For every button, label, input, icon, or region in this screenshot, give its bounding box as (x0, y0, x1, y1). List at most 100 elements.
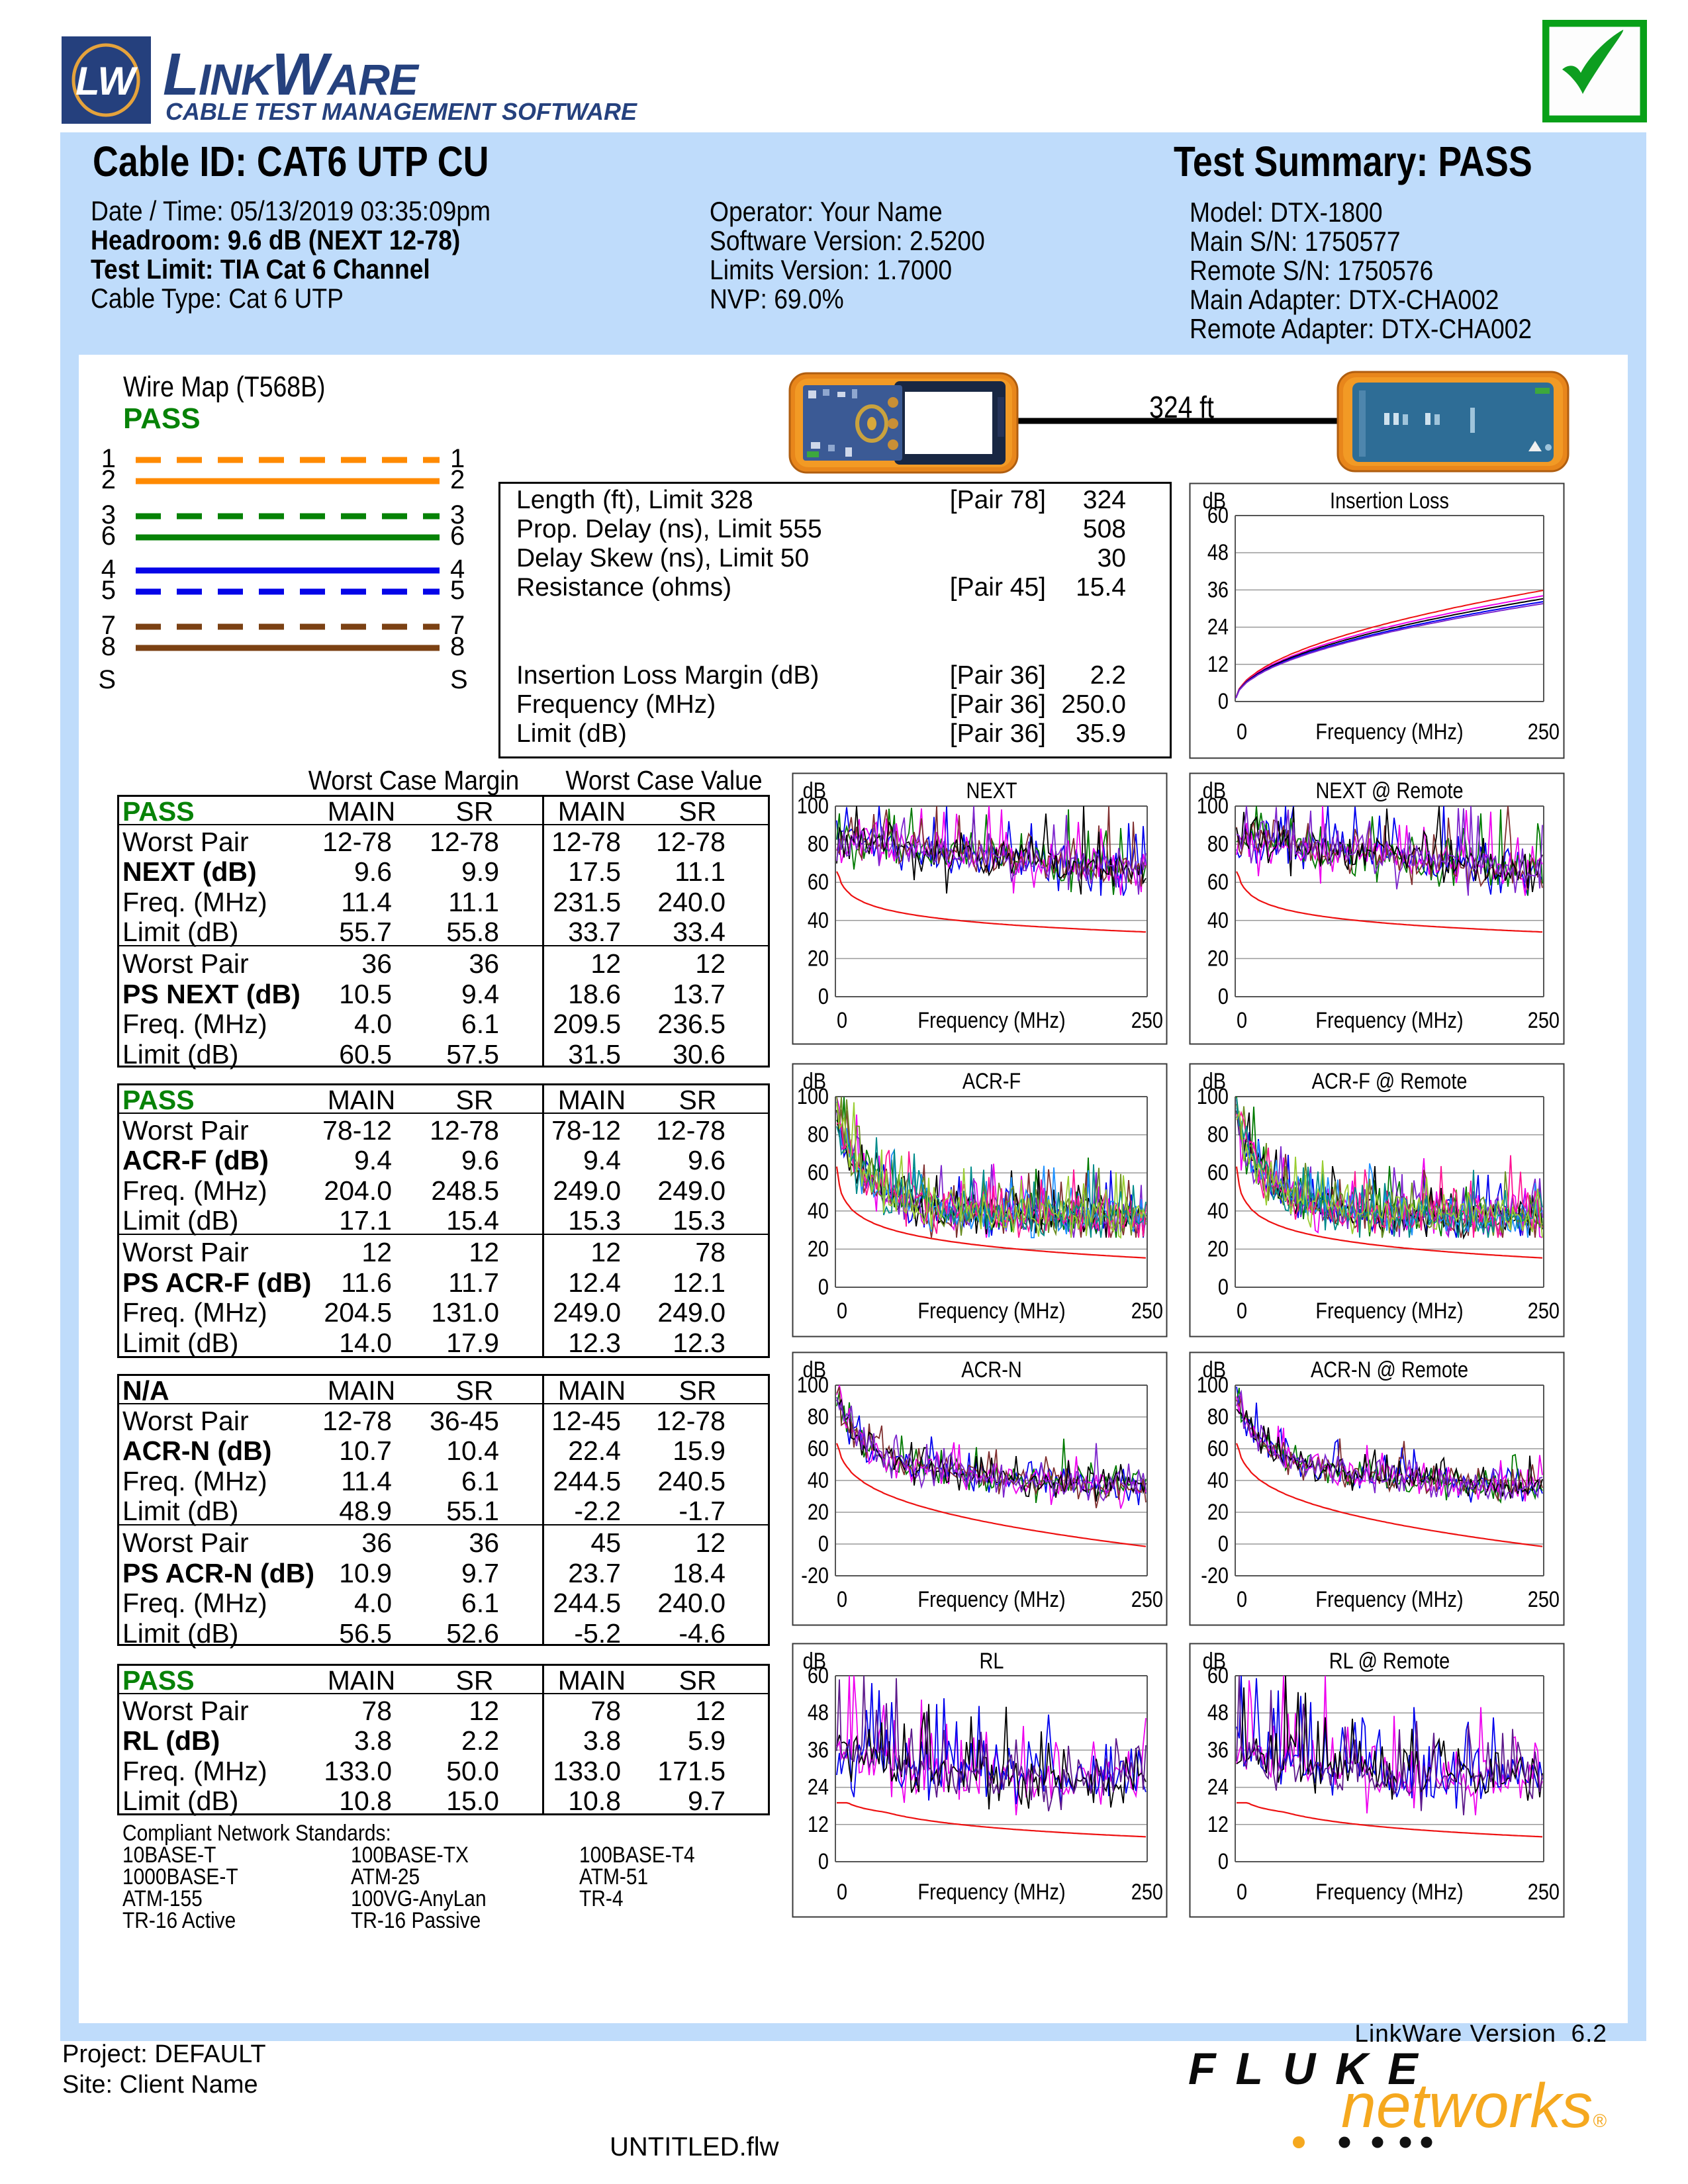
svg-text:0: 0 (818, 1848, 829, 1874)
svg-text:100: 100 (797, 1083, 829, 1109)
svg-text:12: 12 (808, 1811, 829, 1837)
svg-text:250: 250 (1131, 1007, 1163, 1033)
svg-text:0: 0 (1237, 719, 1247, 745)
svg-text:0: 0 (1218, 1531, 1229, 1557)
svg-text:0: 0 (1218, 983, 1229, 1009)
svg-text:40: 40 (808, 1467, 829, 1493)
svg-text:60: 60 (1207, 502, 1229, 528)
svg-text:20: 20 (808, 945, 829, 971)
svg-text:60: 60 (1207, 869, 1229, 895)
svg-text:24: 24 (1207, 614, 1229, 639)
svg-text:dB: dB (1203, 1357, 1226, 1383)
svg-text:0: 0 (818, 1274, 829, 1300)
svg-text:40: 40 (1207, 1467, 1229, 1493)
svg-text:Insertion Loss: Insertion Loss (1330, 488, 1449, 514)
svg-text:dB: dB (803, 778, 826, 803)
svg-text:20: 20 (1207, 1499, 1229, 1525)
svg-text:48: 48 (808, 1700, 829, 1725)
svg-text:250: 250 (1528, 719, 1560, 745)
svg-text:80: 80 (1207, 1121, 1229, 1147)
svg-text:ACR-F: ACR-F (962, 1068, 1021, 1094)
svg-text:80: 80 (808, 1404, 829, 1430)
svg-text:dB: dB (803, 1068, 826, 1094)
svg-text:dB: dB (1203, 1068, 1226, 1094)
svg-text:36: 36 (1207, 576, 1229, 602)
svg-text:48: 48 (1207, 539, 1229, 565)
svg-text:60: 60 (1207, 1662, 1229, 1688)
svg-text:ACR-N: ACR-N (961, 1357, 1022, 1383)
svg-text:250: 250 (1528, 1586, 1560, 1612)
svg-text:0: 0 (837, 1586, 847, 1612)
svg-text:20: 20 (808, 1499, 829, 1525)
svg-text:0: 0 (818, 983, 829, 1009)
svg-text:ACR-N @ Remote: ACR-N @ Remote (1311, 1357, 1468, 1383)
svg-text:20: 20 (1207, 1236, 1229, 1261)
svg-text:Frequency (MHz): Frequency (MHz) (1315, 1298, 1463, 1324)
svg-text:0: 0 (837, 1298, 847, 1324)
svg-text:12: 12 (1207, 1811, 1229, 1837)
svg-text:Frequency (MHz): Frequency (MHz) (917, 1586, 1065, 1612)
svg-text:40: 40 (1207, 907, 1229, 933)
svg-text:NEXT: NEXT (966, 778, 1017, 803)
svg-text:36: 36 (808, 1737, 829, 1762)
svg-text:0: 0 (837, 1007, 847, 1033)
svg-text:250: 250 (1528, 1007, 1560, 1033)
svg-text:24: 24 (808, 1774, 829, 1799)
svg-text:12: 12 (1207, 651, 1229, 677)
svg-text:60: 60 (808, 1160, 829, 1185)
svg-text:Frequency (MHz): Frequency (MHz) (1315, 1879, 1463, 1905)
svg-text:250: 250 (1131, 1586, 1163, 1612)
svg-text:NEXT @ Remote: NEXT @ Remote (1315, 778, 1463, 803)
svg-text:LW: LW (75, 59, 138, 103)
svg-text:Frequency (MHz): Frequency (MHz) (917, 1879, 1065, 1905)
svg-text:Frequency (MHz): Frequency (MHz) (917, 1298, 1065, 1324)
svg-text:250: 250 (1528, 1298, 1560, 1324)
svg-text:dB: dB (803, 1357, 826, 1383)
svg-text:40: 40 (808, 907, 829, 933)
svg-text:dB: dB (1203, 488, 1226, 514)
svg-text:Frequency (MHz): Frequency (MHz) (1315, 719, 1463, 745)
svg-text:20: 20 (1207, 945, 1229, 971)
svg-text:-20: -20 (1201, 1563, 1229, 1588)
svg-text:40: 40 (1207, 1198, 1229, 1224)
svg-text:20: 20 (808, 1236, 829, 1261)
svg-text:60: 60 (808, 869, 829, 895)
svg-text:80: 80 (1207, 831, 1229, 856)
svg-text:-20: -20 (801, 1563, 829, 1588)
svg-text:0: 0 (1218, 1274, 1229, 1300)
svg-text:0: 0 (1237, 1586, 1247, 1612)
svg-text:0: 0 (1237, 1879, 1247, 1905)
svg-text:80: 80 (808, 1121, 829, 1147)
svg-text:dB: dB (803, 1648, 826, 1674)
svg-text:100: 100 (1197, 793, 1229, 819)
svg-text:36: 36 (1207, 1737, 1229, 1762)
svg-text:80: 80 (1207, 1404, 1229, 1430)
svg-text:100: 100 (1197, 1372, 1229, 1398)
svg-text:0: 0 (1218, 1848, 1229, 1874)
svg-text:24: 24 (1207, 1774, 1229, 1799)
svg-text:0: 0 (837, 1879, 847, 1905)
svg-text:250: 250 (1131, 1298, 1163, 1324)
svg-text:0: 0 (818, 1531, 829, 1557)
svg-text:Frequency (MHz): Frequency (MHz) (1315, 1007, 1463, 1033)
svg-text:100: 100 (797, 1372, 829, 1398)
svg-text:ACR-F @ Remote: ACR-F @ Remote (1312, 1068, 1468, 1094)
svg-text:60: 60 (808, 1435, 829, 1461)
svg-text:80: 80 (808, 831, 829, 856)
svg-text:RL @ Remote: RL @ Remote (1329, 1648, 1450, 1674)
svg-text:40: 40 (808, 1198, 829, 1224)
svg-text:100: 100 (1197, 1083, 1229, 1109)
svg-text:60: 60 (1207, 1160, 1229, 1185)
svg-text:60: 60 (1207, 1435, 1229, 1461)
svg-text:60: 60 (808, 1662, 829, 1688)
svg-text:0: 0 (1237, 1007, 1247, 1033)
svg-text:RL: RL (980, 1648, 1004, 1674)
svg-text:0: 0 (1218, 688, 1229, 714)
svg-text:100: 100 (797, 793, 829, 819)
svg-text:dB: dB (1203, 778, 1226, 803)
svg-text:48: 48 (1207, 1700, 1229, 1725)
svg-text:0: 0 (1237, 1298, 1247, 1324)
svg-text:dB: dB (1203, 1648, 1226, 1674)
svg-text:250: 250 (1131, 1879, 1163, 1905)
svg-text:250: 250 (1528, 1879, 1560, 1905)
